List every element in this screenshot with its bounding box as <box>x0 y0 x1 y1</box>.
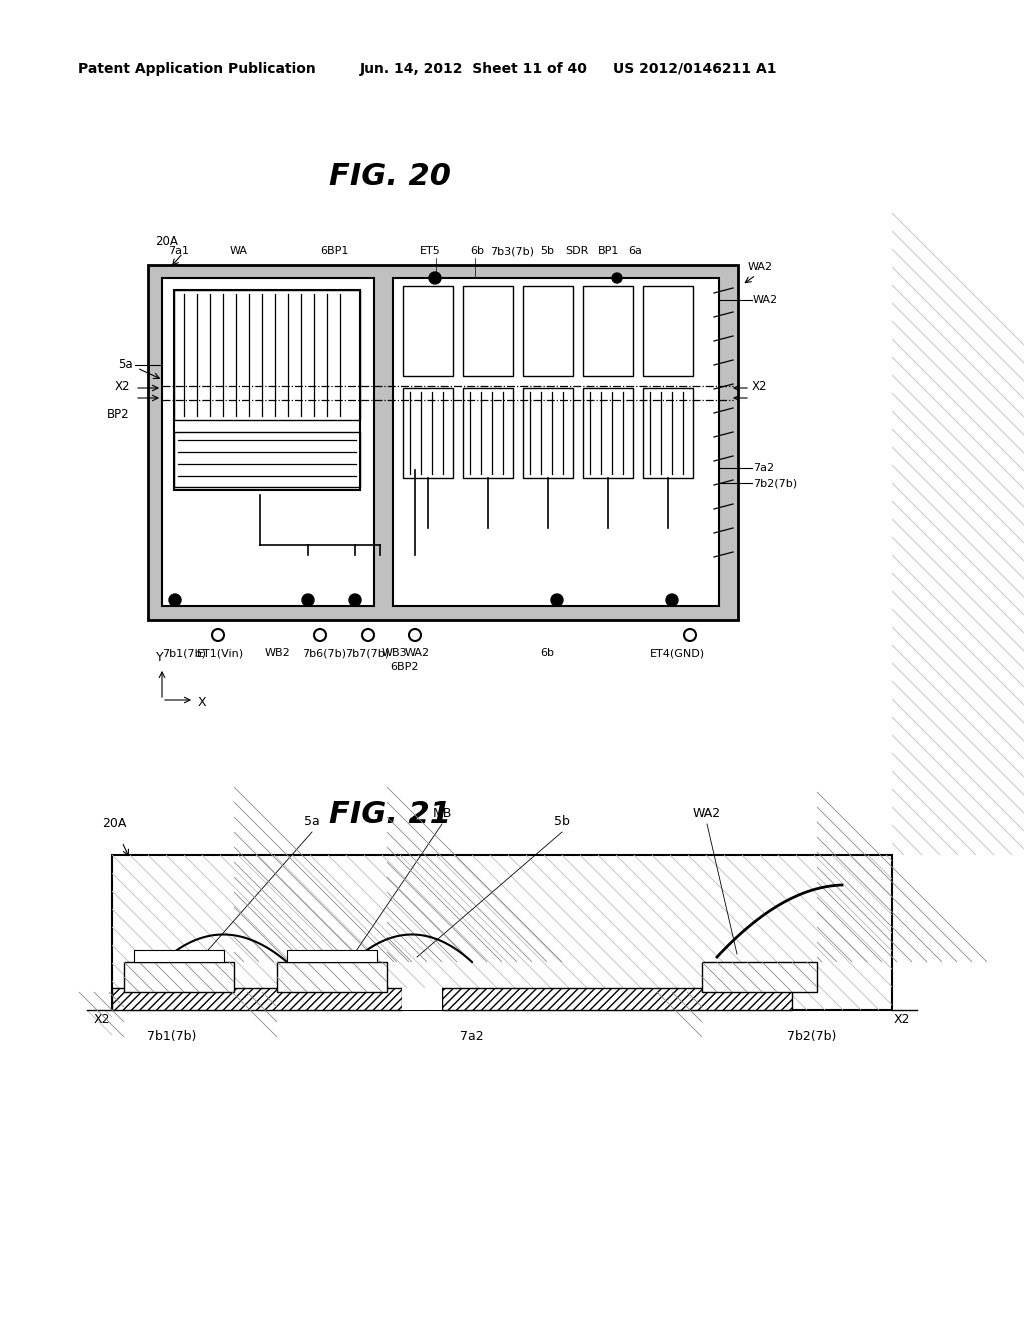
Circle shape <box>314 630 326 642</box>
Text: Jun. 14, 2012  Sheet 11 of 40: Jun. 14, 2012 Sheet 11 of 40 <box>360 62 588 77</box>
Bar <box>442 987 792 1010</box>
Circle shape <box>302 594 314 606</box>
Text: WB3: WB3 <box>382 648 408 657</box>
Text: MB: MB <box>432 807 452 820</box>
Text: 6a: 6a <box>628 246 642 256</box>
Text: 7b1(7b): 7b1(7b) <box>162 648 206 657</box>
Text: WA2: WA2 <box>753 294 778 305</box>
Text: 7b7(7b): 7b7(7b) <box>345 648 389 657</box>
Circle shape <box>169 594 181 606</box>
Text: 6BP2: 6BP2 <box>390 663 419 672</box>
Bar <box>393 279 719 606</box>
Circle shape <box>409 630 421 642</box>
Text: 20A: 20A <box>102 817 126 830</box>
Bar <box>278 962 387 993</box>
Text: 6BP1: 6BP1 <box>319 246 348 256</box>
Text: 7a1: 7a1 <box>168 246 189 256</box>
Text: 7b2(7b): 7b2(7b) <box>753 478 797 488</box>
Bar <box>403 286 453 376</box>
Text: 7b6(7b): 7b6(7b) <box>302 648 346 657</box>
Text: 7a2: 7a2 <box>460 1030 483 1043</box>
Circle shape <box>612 273 622 282</box>
Text: BP2: BP2 <box>108 408 130 421</box>
Text: US 2012/0146211 A1: US 2012/0146211 A1 <box>613 62 776 77</box>
Bar <box>523 388 573 478</box>
Text: Patent Application Publication: Patent Application Publication <box>78 62 315 77</box>
Bar <box>402 987 442 1010</box>
Bar <box>162 279 374 606</box>
Bar <box>643 388 693 478</box>
Text: 7b1(7b): 7b1(7b) <box>147 1030 197 1043</box>
Text: ET1(Vin): ET1(Vin) <box>197 648 244 657</box>
Text: WA2: WA2 <box>406 648 430 657</box>
Text: 5b: 5b <box>554 814 570 828</box>
Text: 7b2(7b): 7b2(7b) <box>787 1030 837 1043</box>
Bar <box>287 950 377 962</box>
Circle shape <box>551 594 563 606</box>
Text: 7a2: 7a2 <box>753 463 774 473</box>
Bar <box>402 987 442 1010</box>
Circle shape <box>684 630 696 642</box>
Text: BP1: BP1 <box>598 246 620 256</box>
Circle shape <box>362 630 374 642</box>
Bar <box>174 290 360 420</box>
Circle shape <box>349 594 361 606</box>
Text: WA2: WA2 <box>693 807 721 820</box>
Circle shape <box>212 630 224 642</box>
Text: ET4(GND): ET4(GND) <box>650 648 706 657</box>
Text: ET5: ET5 <box>420 246 440 256</box>
Bar <box>174 432 360 487</box>
Text: X: X <box>198 696 207 709</box>
Text: WA2: WA2 <box>748 261 773 272</box>
Text: X2: X2 <box>93 1012 110 1026</box>
Bar <box>643 286 693 376</box>
Text: WB2: WB2 <box>265 648 291 657</box>
Circle shape <box>429 272 441 284</box>
Bar <box>463 286 513 376</box>
Bar <box>124 962 234 993</box>
Bar <box>583 388 633 478</box>
Bar <box>148 265 738 620</box>
Text: FIG. 20: FIG. 20 <box>329 162 451 191</box>
Bar <box>583 286 633 376</box>
Text: 5a: 5a <box>119 359 133 371</box>
Text: FIG. 21: FIG. 21 <box>329 800 451 829</box>
Text: SDR: SDR <box>565 246 589 256</box>
Bar <box>403 388 453 478</box>
Text: 20A: 20A <box>155 235 178 248</box>
Bar <box>134 950 224 962</box>
Bar <box>702 962 817 993</box>
Text: X2: X2 <box>752 380 768 393</box>
Bar <box>174 290 360 490</box>
Text: WA: WA <box>230 246 248 256</box>
Bar <box>523 286 573 376</box>
Bar <box>112 987 402 1010</box>
Bar <box>112 855 892 1010</box>
Text: Y: Y <box>157 651 164 664</box>
Text: X2: X2 <box>894 1012 910 1026</box>
Text: 5a: 5a <box>304 814 319 828</box>
Text: 7b3(7b): 7b3(7b) <box>490 246 534 256</box>
Bar <box>463 388 513 478</box>
Text: 6b: 6b <box>470 246 484 256</box>
Circle shape <box>666 594 678 606</box>
Text: X2: X2 <box>115 380 130 393</box>
Text: 6b: 6b <box>540 648 554 657</box>
Text: 5b: 5b <box>540 246 554 256</box>
